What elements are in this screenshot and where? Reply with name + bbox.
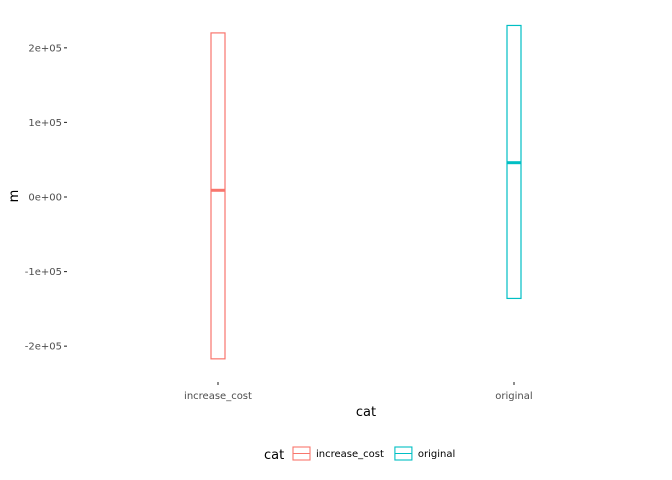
box-increase-cost xyxy=(210,32,226,360)
y-tick-label: 2e+05 xyxy=(28,43,62,54)
y-tick-label: 0e+00 xyxy=(28,193,62,204)
legend-label: original xyxy=(418,449,455,460)
x-axis-title: cat xyxy=(356,405,376,420)
legend-key-increase-cost: increase_cost xyxy=(292,446,384,461)
x-tick-label: increase_cost xyxy=(184,391,252,402)
y-axis-title: m xyxy=(7,190,22,203)
x-tick-label: original xyxy=(495,391,532,402)
boxes xyxy=(210,24,522,360)
x-axis: increase_cost original xyxy=(184,382,533,402)
legend-key-original: original xyxy=(394,446,455,461)
y-axis: 2e+05 1e+05 0e+00 -1e+05 -2e+05 xyxy=(25,43,67,353)
y-tick-label: 1e+05 xyxy=(28,118,62,129)
y-tick-label: -2e+05 xyxy=(25,342,62,353)
y-tick-label: -1e+05 xyxy=(25,267,62,278)
legend-title: cat xyxy=(264,448,284,463)
legend: cat increase_cost original xyxy=(264,446,455,463)
legend-label: increase_cost xyxy=(316,449,384,460)
